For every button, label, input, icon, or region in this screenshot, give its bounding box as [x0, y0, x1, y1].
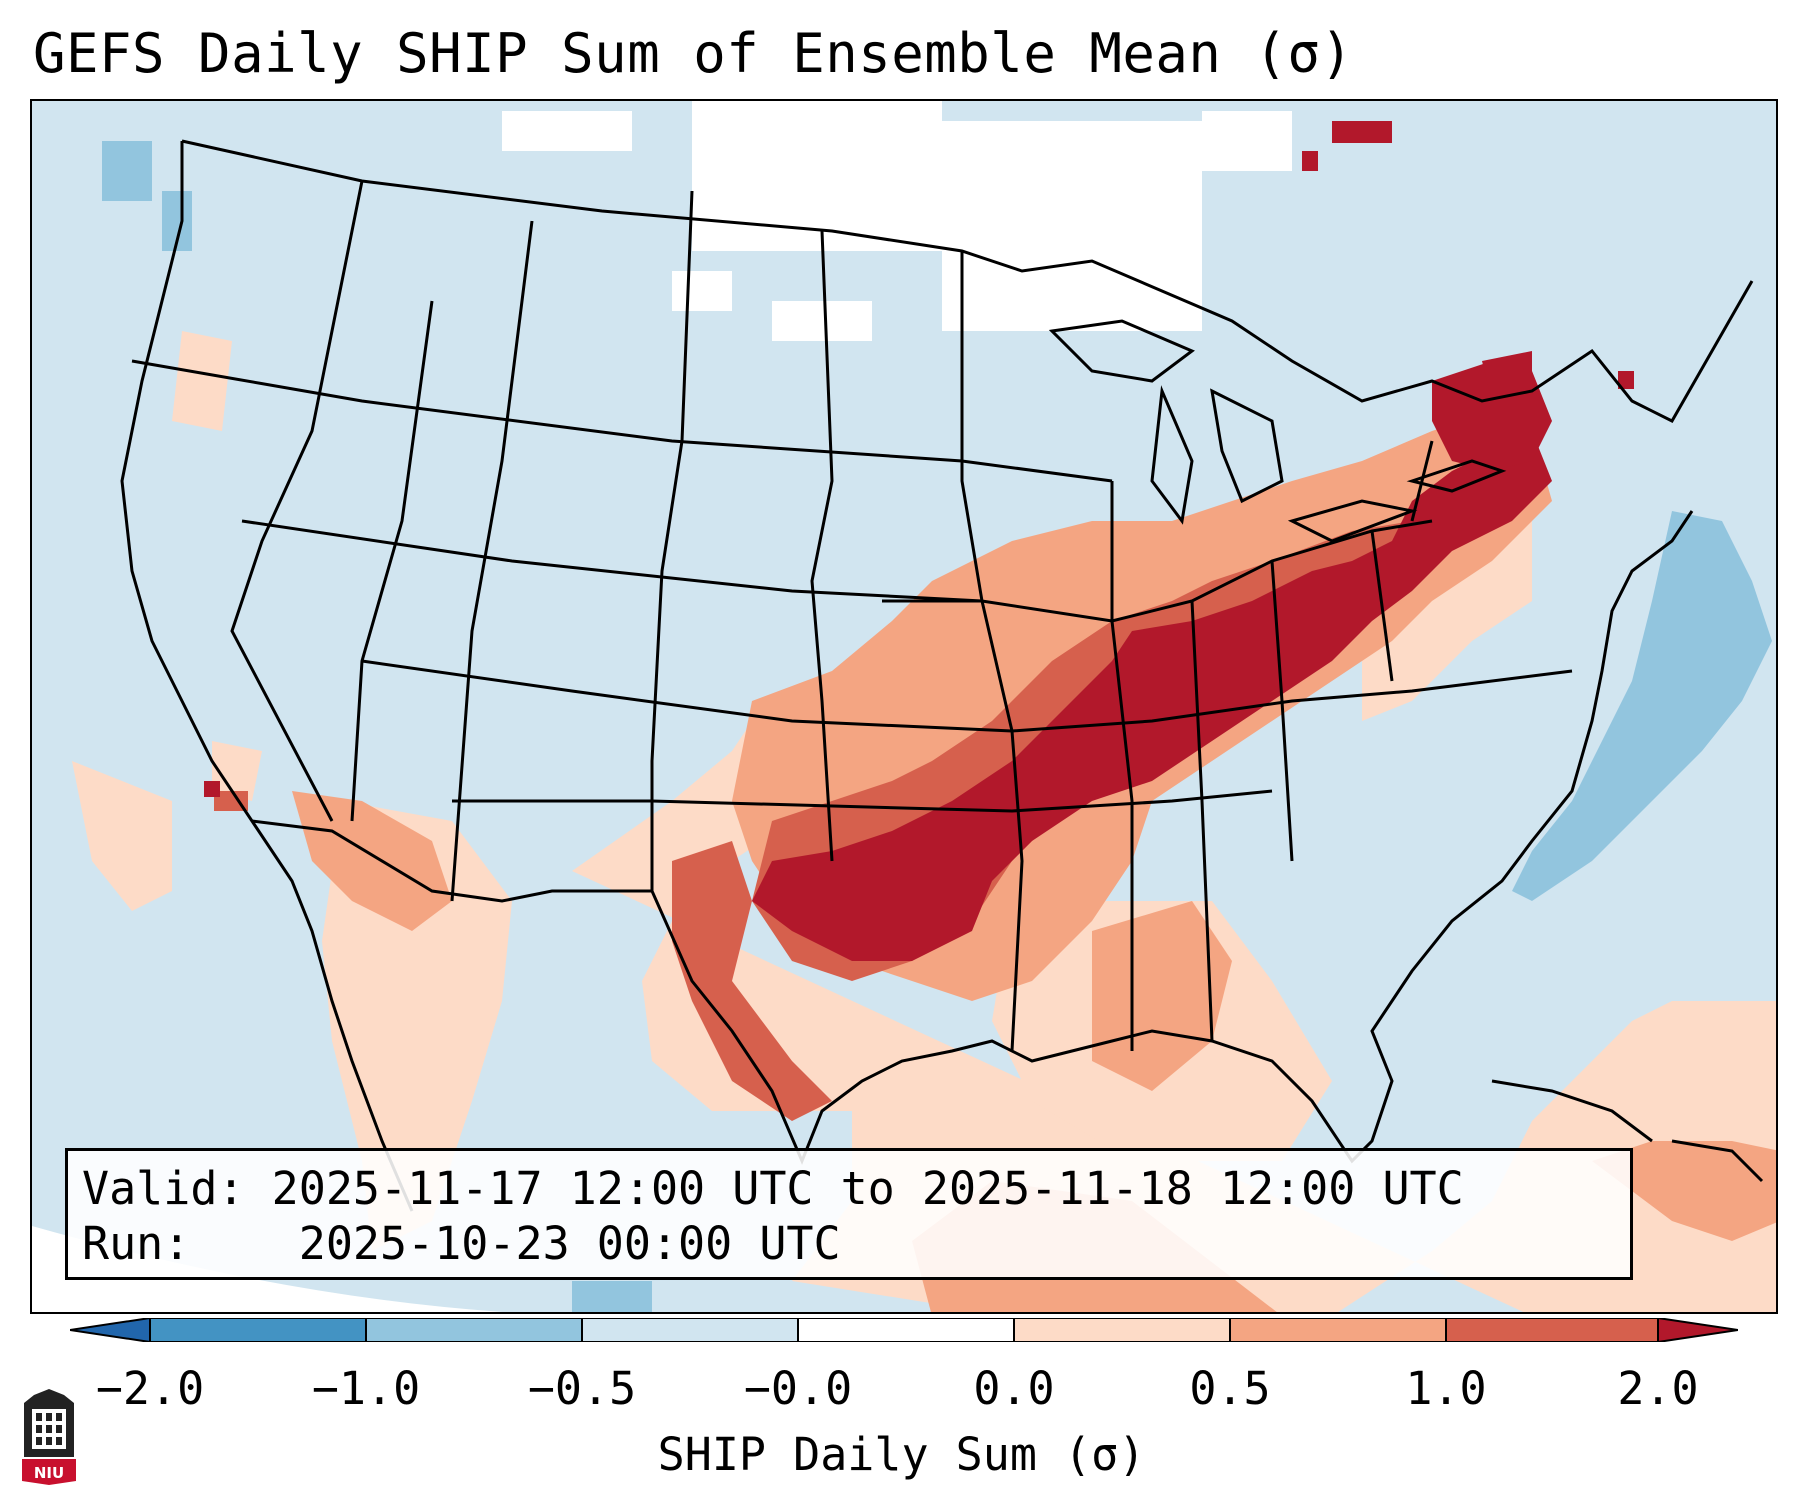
- colorbar-segment: [1230, 1318, 1446, 1342]
- very-strong-positive-areas: [204, 121, 1634, 961]
- colorbar-segment: [1014, 1318, 1230, 1342]
- colorbar-tick-label: −0.5: [527, 1362, 637, 1415]
- colorbar-segment: [366, 1318, 582, 1342]
- colorbar-segment: [1446, 1318, 1658, 1342]
- colorbar-segment: [582, 1318, 798, 1342]
- colorbar-extend-low: [70, 1318, 150, 1342]
- colorbar-tick-label: 2.0: [1617, 1362, 1699, 1415]
- run-label: Run:: [82, 1217, 191, 1270]
- projection-edge-sw: [32, 1226, 503, 1312]
- colorbar-tick-label: 0.5: [1189, 1362, 1271, 1415]
- colorbar-tick-label: −2.0: [95, 1362, 205, 1415]
- run-value: 2025-10-23 00:00 UTC: [298, 1217, 841, 1270]
- map-canvas: [32, 101, 1776, 1312]
- colorbar-tick-label: −1.0: [311, 1362, 421, 1415]
- colorbar-extend-high: [1658, 1318, 1738, 1342]
- logo-text: NIU: [34, 1464, 64, 1482]
- colorbar-tick-label: −0.0: [743, 1362, 853, 1415]
- niu-logo: NIU: [22, 1389, 76, 1485]
- valid-value: 2025-11-17 12:00 UTC to 2025-11-18 12:00…: [271, 1162, 1464, 1215]
- colorbar-label: SHIP Daily Sum (σ): [657, 1428, 1146, 1481]
- canada-neutral-patches: [502, 101, 1292, 341]
- colorbar: [70, 1318, 1738, 1342]
- colorbar-tick-label: 1.0: [1405, 1362, 1487, 1415]
- political-boundaries: [120, 139, 1764, 1212]
- colorbar-segment: [150, 1318, 366, 1342]
- colorbar-segment: [798, 1318, 1014, 1342]
- colorbar-tick-label: 0.0: [973, 1362, 1055, 1415]
- map-title: GEFS Daily SHIP Sum of Ensemble Mean (σ): [33, 22, 1354, 85]
- valid-label: Valid:: [82, 1162, 245, 1215]
- map-panel[interactable]: [30, 99, 1778, 1314]
- validity-info-box: Valid: 2025-11-17 12:00 UTC to 2025-11-1…: [65, 1148, 1633, 1280]
